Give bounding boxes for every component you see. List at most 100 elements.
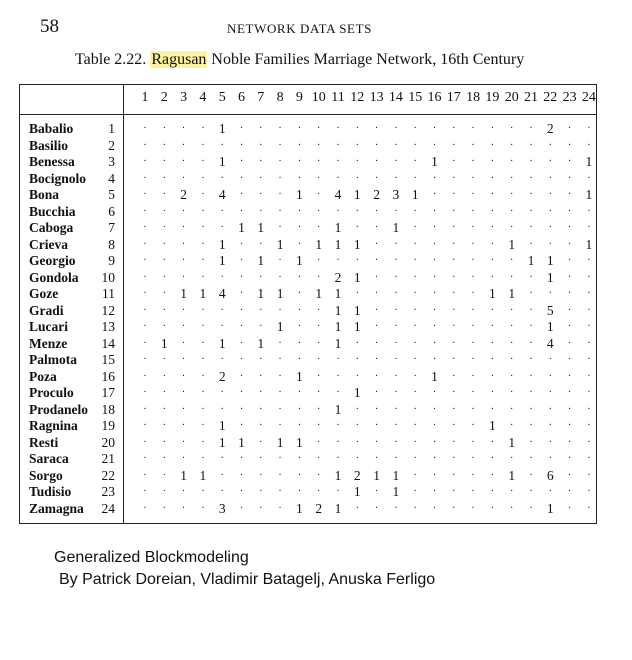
table-cell: · (529, 469, 533, 481)
table-cell: 1 (257, 335, 265, 351)
table-cell: · (510, 387, 514, 398)
row-number: 10 (101, 269, 116, 285)
table-cell: · (374, 139, 379, 151)
table-cell: · (239, 304, 244, 316)
table-cell: · (587, 337, 591, 349)
table-cell: · (432, 486, 437, 497)
table-cell: · (471, 403, 475, 415)
table-cell: · (259, 486, 263, 497)
table-cell: · (394, 403, 398, 415)
table-cell: · (162, 238, 166, 250)
table-cell: · (432, 238, 437, 250)
table-cell: · (529, 271, 533, 283)
table-cell: · (510, 403, 514, 415)
table-cell: · (317, 403, 321, 415)
table-cell: 2 (180, 187, 187, 202)
table-cell: · (374, 288, 379, 299)
table-cell: · (432, 453, 437, 464)
table-cell: · (452, 370, 456, 382)
table-cell: · (143, 420, 147, 431)
table-cell: · (355, 172, 359, 184)
table-cell: · (432, 189, 437, 200)
table-cell: · (259, 238, 263, 250)
row-number: 21 (101, 451, 116, 466)
table-cell: · (374, 321, 379, 332)
table-cell: · (432, 139, 437, 151)
table-cell: · (162, 469, 166, 481)
table-cell: · (278, 403, 282, 415)
table-cell: · (143, 222, 147, 233)
table-cell: · (490, 486, 495, 497)
table-cell: · (162, 304, 166, 316)
table-cell: · (587, 139, 591, 151)
row-number: 3 (108, 154, 115, 169)
table-cell: · (143, 123, 147, 134)
table-cell: 2 (315, 500, 323, 516)
table-cell: · (432, 354, 437, 365)
table-cell: · (567, 271, 572, 283)
table-cell: · (510, 486, 514, 497)
table-cell: · (490, 189, 495, 200)
table-cell: 1 (546, 319, 554, 334)
table-cell: · (548, 403, 552, 415)
table-cell: · (587, 255, 591, 266)
table-cell: · (355, 420, 359, 431)
table-cell: · (587, 502, 591, 514)
table-cell: · (567, 321, 572, 332)
table-cell: · (490, 222, 495, 233)
table-cell: · (471, 354, 475, 365)
table-cell: · (394, 172, 398, 184)
table-cell: · (394, 337, 398, 349)
table-cell: · (278, 123, 282, 134)
table-cell: · (394, 502, 398, 514)
table-cell: · (374, 271, 379, 283)
table-cell: · (548, 436, 552, 448)
table-cell: · (471, 370, 475, 382)
table-cell: · (490, 123, 495, 134)
table-cell: · (181, 123, 186, 134)
table-cell: · (355, 436, 359, 448)
table-cell: · (374, 502, 379, 514)
table-cell: · (567, 337, 572, 349)
table-cell: 1 (353, 319, 361, 334)
table-cell: · (162, 436, 166, 448)
table-cell: · (239, 238, 244, 250)
table-cell: · (394, 354, 398, 365)
column-header-7: 7 (257, 90, 265, 105)
table-cell: · (432, 387, 437, 398)
table-cell: · (490, 304, 495, 316)
row-name: Zamagna (29, 500, 84, 516)
table-cell: · (374, 370, 379, 382)
table-cell: · (567, 139, 572, 151)
column-header-20: 20 (504, 90, 519, 105)
table-cell: 1 (546, 500, 554, 516)
table-cell: · (529, 304, 533, 316)
table-cell: 1 (257, 220, 265, 235)
row-name: Sorgo (29, 467, 63, 483)
row-number: 12 (101, 302, 116, 318)
table-cell: · (317, 387, 321, 398)
table-cell: · (317, 139, 321, 151)
table-cell: · (239, 486, 244, 497)
table-cell: 1 (334, 401, 342, 417)
table-cell: · (413, 271, 417, 283)
table-cell: · (432, 304, 437, 316)
table-cell: 1 (257, 286, 265, 301)
table-cell: · (201, 321, 205, 332)
table-cell: 1 (334, 500, 342, 516)
table-cell: · (432, 337, 437, 349)
table-cell: · (413, 288, 417, 299)
table-cell: · (278, 255, 282, 266)
table-cell: · (567, 222, 572, 233)
table-cell: · (297, 337, 302, 349)
column-header-3: 3 (180, 90, 188, 105)
table-cell: 1 (296, 187, 303, 202)
table-cell: · (143, 205, 147, 217)
table-cell: 1 (296, 253, 303, 268)
table-cell: · (297, 420, 302, 431)
table-cell: · (490, 238, 495, 250)
table-cell: · (413, 238, 417, 250)
table-cell: · (181, 321, 186, 332)
table-cell: · (452, 354, 456, 365)
table-cell: · (471, 436, 475, 448)
